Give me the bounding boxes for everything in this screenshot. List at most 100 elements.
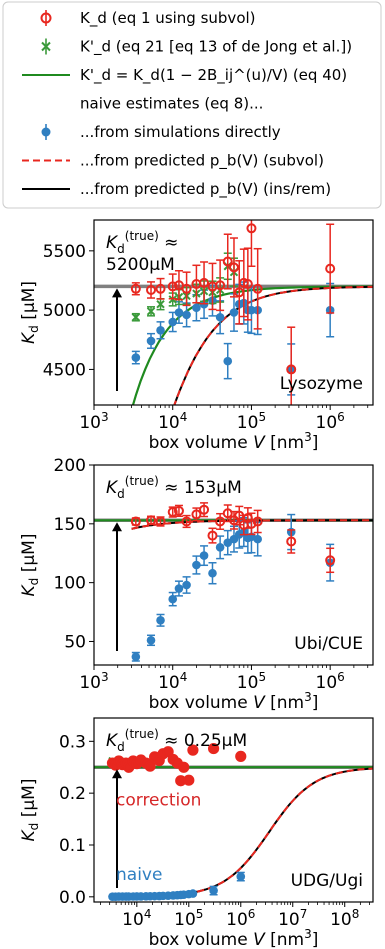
panel-label: Ubi/CUE bbox=[294, 634, 363, 654]
naive-point bbox=[209, 886, 218, 895]
kd-point bbox=[191, 509, 202, 520]
kd-point bbox=[252, 283, 263, 294]
kd-point bbox=[199, 277, 210, 288]
panel-udg-ugi: 0.0 0.1 0.2 0.3 104 105 106 107 108 box volume V … bbox=[19, 717, 374, 949]
y-tick-label: 4500 bbox=[43, 360, 86, 380]
predicted-subvol-curve bbox=[109, 767, 373, 898]
naive-point bbox=[168, 317, 178, 327]
kd-prime-point bbox=[131, 313, 141, 322]
naive-point bbox=[253, 534, 262, 544]
correction-annotation: correction bbox=[116, 791, 201, 811]
x-tick-label: 106 bbox=[316, 670, 345, 693]
kd-point bbox=[162, 746, 174, 758]
legend-label: ...from predicted p_b(V) (subvol) bbox=[80, 152, 324, 171]
kd-point bbox=[286, 364, 297, 375]
plot-frame bbox=[93, 464, 374, 666]
legend-label: ...from predicted p_b(V) (ins/rem) bbox=[80, 180, 331, 199]
kd-point bbox=[222, 508, 233, 519]
legend-item-pred_insrem: ...from predicted p_b(V) (ins/rem) bbox=[22, 180, 331, 199]
legend-label: naive estimates (eq 8)... bbox=[80, 95, 263, 113]
legend: K_d (eq 1 using subvol) K'_d (eq 21 [eq 1… bbox=[0, 0, 385, 212]
legend-item-pred_subvol: ...from predicted p_b(V) (subvol) bbox=[22, 152, 324, 171]
legend-label: K_d (eq 1 using subvol) bbox=[80, 9, 256, 28]
y-tick-label: 0.1 bbox=[59, 836, 86, 856]
kd-point bbox=[167, 281, 178, 292]
legend-marker bbox=[41, 127, 51, 137]
naive-point bbox=[188, 889, 198, 898]
kd-point bbox=[130, 283, 141, 294]
kd-prime-point bbox=[146, 307, 156, 316]
kd-point bbox=[181, 283, 192, 294]
kd-point bbox=[173, 280, 184, 291]
x-tick-label: 108 bbox=[330, 907, 359, 930]
kd-point bbox=[246, 223, 257, 234]
naive-point bbox=[223, 356, 233, 366]
legend-marker bbox=[41, 41, 51, 52]
naive-point bbox=[168, 594, 178, 604]
naive-point bbox=[215, 543, 225, 552]
kd-point bbox=[199, 504, 210, 515]
naive-point bbox=[223, 538, 233, 547]
naive-point bbox=[174, 308, 184, 317]
kd-prime-point bbox=[156, 299, 165, 309]
x-tick-label: 105 bbox=[237, 670, 266, 693]
plot-area bbox=[94, 220, 373, 405]
naive-point bbox=[156, 325, 165, 335]
plot-frame bbox=[93, 219, 374, 406]
y-tick-label: 150 bbox=[54, 515, 86, 535]
y-tick-label: 0.2 bbox=[59, 784, 86, 804]
kd-point bbox=[325, 263, 336, 274]
kd-point bbox=[130, 516, 141, 527]
kd-point bbox=[173, 505, 184, 516]
kd-point bbox=[155, 283, 166, 294]
kd-point bbox=[207, 742, 220, 755]
arrow-head bbox=[112, 769, 122, 779]
kd-point bbox=[144, 760, 156, 772]
kd-point bbox=[207, 530, 218, 541]
x-axis-label: box volume V [nm3] bbox=[149, 430, 319, 453]
legend-item-naive_sim: ...from simulations directly bbox=[41, 123, 281, 141]
legend-item-kd_subvol: K_d (eq 1 using subvol) bbox=[40, 9, 256, 28]
legend-item-naive_header: naive estimates (eq 8)... bbox=[80, 95, 263, 113]
kd-point bbox=[222, 256, 233, 267]
kd-point bbox=[178, 761, 190, 773]
x-tick-label: 104 bbox=[158, 410, 187, 433]
true-value-label: Kd(true) ≈5200μM bbox=[106, 229, 178, 275]
kd-point bbox=[146, 284, 157, 295]
kd-point bbox=[252, 516, 263, 527]
y-tick-label: 50 bbox=[64, 632, 86, 652]
x-tick-label: 105 bbox=[174, 907, 203, 930]
naive-point bbox=[247, 305, 256, 315]
kd-point bbox=[146, 515, 157, 526]
legend-border bbox=[2, 1, 382, 209]
panel-label: Lysozyme bbox=[280, 374, 363, 394]
legend-frame: K_d (eq 1 using subvol) K'_d (eq 21 [eq 1… bbox=[2, 1, 382, 209]
plot-area bbox=[94, 502, 373, 662]
plot-frame bbox=[93, 717, 374, 903]
kd-point bbox=[215, 280, 226, 291]
y-tick-label: 200 bbox=[54, 456, 86, 476]
kd-point bbox=[167, 507, 178, 518]
y-tick-label: 5000 bbox=[43, 301, 86, 321]
x-axis-label: box volume V [nm3] bbox=[149, 690, 319, 713]
naive-point bbox=[182, 310, 191, 320]
arrow-head bbox=[112, 288, 122, 298]
arrow-head bbox=[112, 522, 122, 532]
kd-point bbox=[187, 744, 199, 756]
naive-point bbox=[192, 560, 201, 570]
x-axis-label: box volume V [nm3] bbox=[149, 927, 319, 949]
true-value-label: Kd(true) ≈ 153μM bbox=[106, 474, 242, 501]
x-tick-label: 104 bbox=[158, 670, 187, 693]
kd-point bbox=[183, 774, 195, 786]
x-tick-label: 104 bbox=[122, 907, 151, 930]
naive-point bbox=[229, 308, 239, 317]
legend-item-kd_prime_21: K'_d (eq 21 [eq 13 of de Jong et al.]) bbox=[41, 38, 352, 57]
naive-point bbox=[131, 353, 141, 362]
legend-marker bbox=[40, 12, 52, 24]
y-axis-label: Kd [μM] bbox=[19, 281, 41, 344]
legend-item-kd_prime_40: K'_d = K_d(1 − 2B_ij^(u)/V) (eq 40) bbox=[22, 66, 347, 85]
y-tick-label: 0.0 bbox=[59, 888, 86, 908]
naive-annotation: naive bbox=[116, 865, 162, 885]
